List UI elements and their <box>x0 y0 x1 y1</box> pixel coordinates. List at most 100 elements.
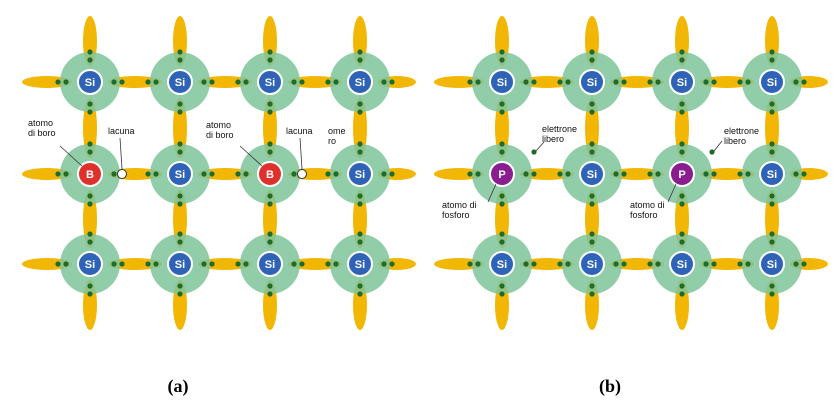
bond-electron <box>291 171 297 177</box>
bond-electron <box>589 149 595 155</box>
bond <box>173 190 187 248</box>
bond-electron <box>201 171 207 177</box>
label-boron-atom: atomo <box>206 120 231 130</box>
silicon-symbol: Si <box>677 77 687 89</box>
silicon-atom <box>347 69 373 95</box>
silicon-symbol: Si <box>587 259 597 271</box>
bond-electron <box>177 149 183 155</box>
bond-electron <box>153 261 159 267</box>
bond-electron <box>475 171 481 177</box>
silicon-atom <box>669 69 695 95</box>
bond-electron <box>801 171 807 177</box>
bond-electron <box>769 57 775 63</box>
bond-electron <box>357 141 363 147</box>
silicon-atom <box>579 251 605 277</box>
bond-electron <box>177 283 183 289</box>
bond-electron <box>793 261 799 267</box>
bond-electron <box>145 79 151 85</box>
silicon-symbol: Si <box>587 169 597 181</box>
bond-electron <box>357 193 363 199</box>
bond-electron <box>381 171 387 177</box>
bond-electron <box>357 201 363 207</box>
bond-electron <box>679 201 685 207</box>
bond-electron <box>357 109 363 115</box>
label-free-electron: elettrone <box>542 124 577 134</box>
bond-electron <box>153 171 159 177</box>
bond-electron <box>801 261 807 267</box>
hole-marker <box>117 169 127 179</box>
panel-b-phosphorus-lattice: SiPSiSiSiSiSiPSiSiSiSielettroneliberoato… <box>434 16 828 330</box>
bond-electron <box>737 261 743 267</box>
label-phosphorus-atom: fosforo <box>630 210 658 220</box>
bond-electron <box>589 101 595 107</box>
bond-electron <box>177 201 183 207</box>
bond-electron <box>235 171 241 177</box>
bond-electron <box>737 171 743 177</box>
bond-electron <box>201 261 207 267</box>
silicon-symbol: Si <box>355 259 365 271</box>
bond-electron <box>55 261 61 267</box>
bond-electron <box>177 57 183 63</box>
bond-electron <box>357 149 363 155</box>
bond-electron <box>647 79 653 85</box>
bond-electron <box>499 231 505 237</box>
bond-electron <box>209 261 215 267</box>
leader-line <box>59 145 83 167</box>
bond-electron <box>531 261 537 267</box>
bond-electron <box>793 79 799 85</box>
bond-electron <box>177 231 183 237</box>
bond-electron <box>557 261 563 267</box>
silicon-atom <box>669 251 695 277</box>
bond-electron <box>655 261 661 267</box>
bond-electron <box>357 57 363 63</box>
silicon-atom <box>489 69 515 95</box>
bond-electron <box>499 101 505 107</box>
bond-electron <box>589 141 595 147</box>
bond-electron <box>87 231 93 237</box>
bond-electron <box>769 49 775 55</box>
bond-electron <box>523 79 529 85</box>
bond <box>353 98 367 158</box>
bond-electron <box>357 231 363 237</box>
bond-electron <box>565 171 571 177</box>
bond-electron <box>769 149 775 155</box>
bond-electron <box>589 193 595 199</box>
silicon-symbol: Si <box>767 77 777 89</box>
bond-electron <box>589 283 595 289</box>
bond <box>22 76 72 88</box>
bond-electron <box>589 291 595 297</box>
bond-electron <box>177 193 183 199</box>
bond <box>198 76 252 88</box>
bond <box>288 76 342 88</box>
silicon-symbol: Si <box>175 77 185 89</box>
bond-electron <box>267 149 273 155</box>
bond-electron <box>531 79 537 85</box>
silicon-symbol: Si <box>355 169 365 181</box>
bond-electron <box>381 79 387 85</box>
bond <box>610 168 664 180</box>
electron-layer <box>467 49 807 297</box>
bond-electron <box>145 261 151 267</box>
silicon-atom <box>759 251 785 277</box>
bond-electron <box>87 193 93 199</box>
label-cut-fragment: ro <box>328 136 336 146</box>
bond-electron <box>55 79 61 85</box>
bond-electron <box>655 79 661 85</box>
bond-electron <box>235 79 241 85</box>
phosphorus-atom <box>489 161 515 187</box>
bond-electron <box>769 101 775 107</box>
bond-electron <box>357 239 363 245</box>
bond-electron <box>87 49 93 55</box>
bond-electron <box>499 201 505 207</box>
bond-electron <box>589 239 595 245</box>
bond <box>108 258 162 270</box>
silicon-symbol: Si <box>767 169 777 181</box>
bond-electron <box>267 109 273 115</box>
bond-electron <box>357 291 363 297</box>
bond-electron <box>679 149 685 155</box>
silicon-atom <box>759 161 785 187</box>
leader-line <box>667 183 677 203</box>
bond-electron <box>679 283 685 289</box>
